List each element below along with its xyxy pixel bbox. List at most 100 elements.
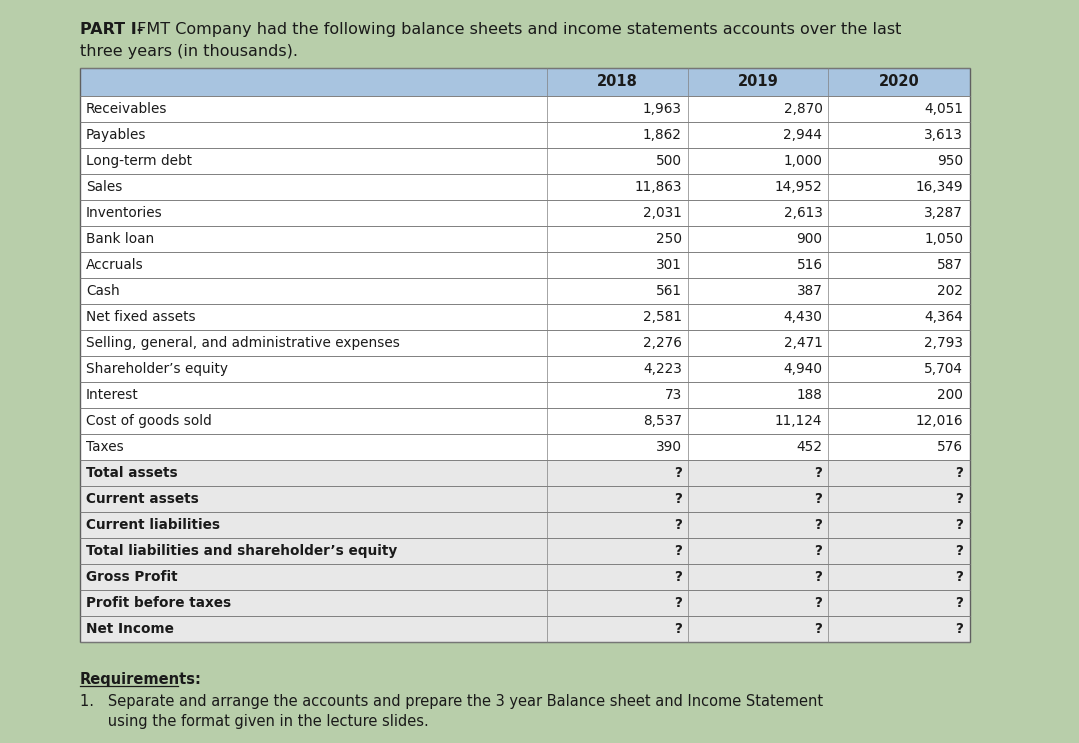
Text: ?: ? [674,466,682,480]
Text: 14,952: 14,952 [775,180,822,194]
Text: Sales: Sales [86,180,122,194]
Text: ?: ? [815,544,822,558]
Text: Total assets: Total assets [86,466,178,480]
Text: 11,863: 11,863 [634,180,682,194]
Bar [80,590,970,616]
Bar [80,252,970,278]
Text: ?: ? [955,466,964,480]
Text: 516: 516 [796,258,822,272]
Text: Shareholder’s equity: Shareholder’s equity [86,362,228,376]
Text: ?: ? [674,622,682,636]
Text: 2018: 2018 [597,74,638,89]
Text: ?: ? [674,596,682,610]
Text: Accruals: Accruals [86,258,144,272]
Bar [80,174,970,200]
Text: Profit before taxes: Profit before taxes [86,596,231,610]
Bar [80,304,970,330]
Text: FMT Company had the following balance sheets and income statements accounts over: FMT Company had the following balance sh… [132,22,901,37]
Text: 188: 188 [796,388,822,402]
Text: 4,223: 4,223 [643,362,682,376]
Text: 200: 200 [938,388,964,402]
Text: Selling, general, and administrative expenses: Selling, general, and administrative exp… [86,336,400,350]
Text: 3,287: 3,287 [925,206,964,220]
Text: 576: 576 [937,440,964,454]
Text: 1,862: 1,862 [643,128,682,142]
Text: PART I-: PART I- [80,22,144,37]
Text: 2020: 2020 [878,74,919,89]
Bar [80,460,970,486]
Text: 8,537: 8,537 [643,414,682,428]
Text: 387: 387 [796,284,822,298]
Text: ?: ? [674,544,682,558]
Text: 12,016: 12,016 [916,414,964,428]
Bar [80,68,970,642]
Text: 4,051: 4,051 [924,102,964,116]
Text: 1,050: 1,050 [924,232,964,246]
Text: 4,364: 4,364 [925,310,964,324]
Text: Requirements:: Requirements: [80,672,202,687]
Text: ?: ? [674,518,682,532]
Text: Gross Profit: Gross Profit [86,570,178,584]
Text: 3,613: 3,613 [925,128,964,142]
Text: 900: 900 [796,232,822,246]
Text: 2,276: 2,276 [643,336,682,350]
Text: 2,793: 2,793 [924,336,964,350]
Text: ?: ? [815,518,822,532]
Text: ?: ? [955,492,964,506]
Bar [80,382,970,408]
Text: ?: ? [815,596,822,610]
Bar [80,200,970,226]
Text: 2,471: 2,471 [783,336,822,350]
Text: 2,581: 2,581 [643,310,682,324]
Text: 1,963: 1,963 [643,102,682,116]
Text: ?: ? [955,596,964,610]
Text: ?: ? [955,622,964,636]
Text: 2019: 2019 [738,74,779,89]
Text: 2,613: 2,613 [783,206,822,220]
Text: ?: ? [674,492,682,506]
Text: three years (in thousands).: three years (in thousands). [80,44,298,59]
Bar [80,122,970,148]
Text: 250: 250 [656,232,682,246]
Text: 16,349: 16,349 [915,180,964,194]
Text: 4,940: 4,940 [783,362,822,376]
Bar [80,616,970,642]
Text: 301: 301 [656,258,682,272]
Text: Inventories: Inventories [86,206,163,220]
Bar [80,330,970,356]
Text: 500: 500 [656,154,682,168]
Text: Bank loan: Bank loan [86,232,154,246]
Text: 73: 73 [665,388,682,402]
Bar [80,68,970,96]
Bar [80,434,970,460]
Text: ?: ? [815,492,822,506]
Text: 561: 561 [656,284,682,298]
Text: Net fixed assets: Net fixed assets [86,310,195,324]
Text: Current assets: Current assets [86,492,199,506]
Text: Long-term debt: Long-term debt [86,154,192,168]
Text: ?: ? [674,570,682,584]
Bar [80,564,970,590]
Text: using the format given in the lecture slides.: using the format given in the lecture sl… [80,714,428,729]
Text: ?: ? [955,518,964,532]
Text: 950: 950 [937,154,964,168]
Text: 4,430: 4,430 [783,310,822,324]
Text: ?: ? [815,466,822,480]
Text: Interest: Interest [86,388,139,402]
Text: 2,870: 2,870 [783,102,822,116]
Text: Net Income: Net Income [86,622,174,636]
Text: 2,031: 2,031 [643,206,682,220]
Text: 587: 587 [937,258,964,272]
Bar [80,278,970,304]
Text: Cost of goods sold: Cost of goods sold [86,414,211,428]
Bar [80,148,970,174]
Text: Total liabilities and shareholder’s equity: Total liabilities and shareholder’s equi… [86,544,397,558]
Text: 452: 452 [796,440,822,454]
Bar [80,226,970,252]
Text: 202: 202 [938,284,964,298]
Text: 11,124: 11,124 [775,414,822,428]
Text: 390: 390 [656,440,682,454]
Bar [80,96,970,122]
Text: 5,704: 5,704 [924,362,964,376]
Bar [80,512,970,538]
